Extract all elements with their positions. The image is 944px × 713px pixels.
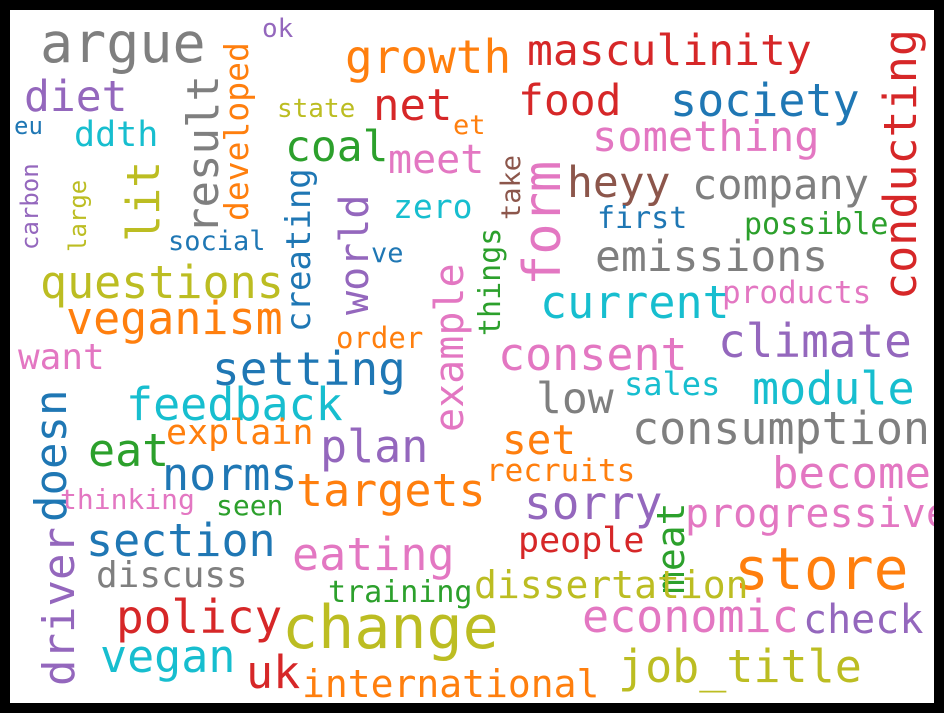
word-explain: explain: [166, 413, 314, 453]
word-change: change: [282, 593, 499, 663]
word-eu: eu: [14, 112, 43, 140]
word-example: example: [427, 263, 473, 432]
word-large: large: [64, 179, 92, 252]
word-policy: policy: [116, 590, 283, 644]
word-sorry: sorry: [524, 476, 663, 530]
word-uk: uk: [246, 646, 301, 699]
word-something: something: [592, 112, 820, 161]
word-training: training: [328, 575, 473, 610]
word-products: products: [722, 275, 872, 311]
word-module: module: [752, 362, 915, 415]
word-company: company: [692, 160, 870, 209]
word-feedback: feedback: [126, 378, 343, 431]
word-check: check: [803, 597, 924, 643]
word-want: want: [18, 337, 105, 378]
word-questions: questions: [40, 256, 284, 309]
word-eating: eating: [292, 528, 455, 581]
word-state: state: [277, 94, 356, 124]
word-discuss: discuss: [96, 555, 248, 596]
word-first: first: [597, 201, 688, 236]
word-creating: creating: [279, 168, 319, 332]
word-dissertation: dissertation: [474, 563, 749, 607]
word-zero: zero: [393, 187, 473, 226]
word-ok: ok: [262, 14, 294, 44]
word-veganism: veganism: [66, 292, 283, 345]
word-targets: targets: [296, 464, 486, 517]
word-things: things: [473, 227, 508, 336]
word-people: people: [518, 521, 645, 561]
word-heyy: heyy: [567, 158, 671, 208]
word-net: net: [373, 80, 453, 131]
word-cloud-canvas: argue ok growth masculinity conducting develo…: [10, 10, 934, 703]
word-become: become: [772, 448, 931, 499]
word-society: society: [670, 74, 860, 127]
word-current: current: [540, 276, 730, 329]
word-set: set: [502, 416, 577, 464]
word-section: section: [86, 514, 276, 567]
word-sales: sales: [624, 365, 721, 403]
word-possible: possible: [744, 207, 889, 242]
word-masculinity: masculinity: [527, 26, 812, 76]
word-driver: driver: [34, 527, 85, 686]
word-growth: growth: [345, 30, 512, 84]
word-international: international: [302, 662, 600, 703]
word-consent: consent: [498, 328, 688, 381]
word-eat: eat: [88, 424, 170, 477]
word-form: form: [513, 160, 573, 286]
word-emissions: emissions: [595, 232, 828, 282]
word-order: order: [336, 321, 424, 355]
word-ve: ve: [371, 238, 404, 269]
word-progressive: progressive: [685, 491, 934, 537]
word-world: world: [332, 194, 378, 315]
word-ddth: ddth: [74, 115, 159, 155]
word-setting: setting: [212, 342, 406, 396]
word-norms: norms: [162, 448, 298, 501]
word-result: result: [178, 75, 229, 234]
word-seen: seen: [216, 489, 284, 522]
word-climate: climate: [718, 314, 912, 368]
word-argue: argue: [40, 11, 206, 75]
word-low: low: [536, 374, 614, 424]
word-thinking: thinking: [60, 483, 195, 516]
word-social: social: [168, 226, 266, 257]
word-job-title: job_title: [618, 640, 862, 693]
word-economic: economic: [582, 590, 799, 643]
word-et: et: [453, 110, 486, 141]
word-diet: diet: [24, 72, 128, 122]
word-conducting: conducting: [874, 29, 927, 300]
word-coal: coal: [285, 122, 389, 172]
word-food: food: [518, 76, 622, 126]
word-consumption: consumption: [632, 402, 931, 455]
word-meet: meet: [388, 137, 485, 183]
word-lit: lit: [117, 160, 170, 242]
word-vegan: vegan: [100, 630, 236, 683]
word-carbon: carbon: [16, 163, 44, 250]
word-store: store: [734, 535, 909, 603]
word-recruits: recruits: [486, 453, 636, 489]
word-plan: plan: [320, 420, 429, 473]
